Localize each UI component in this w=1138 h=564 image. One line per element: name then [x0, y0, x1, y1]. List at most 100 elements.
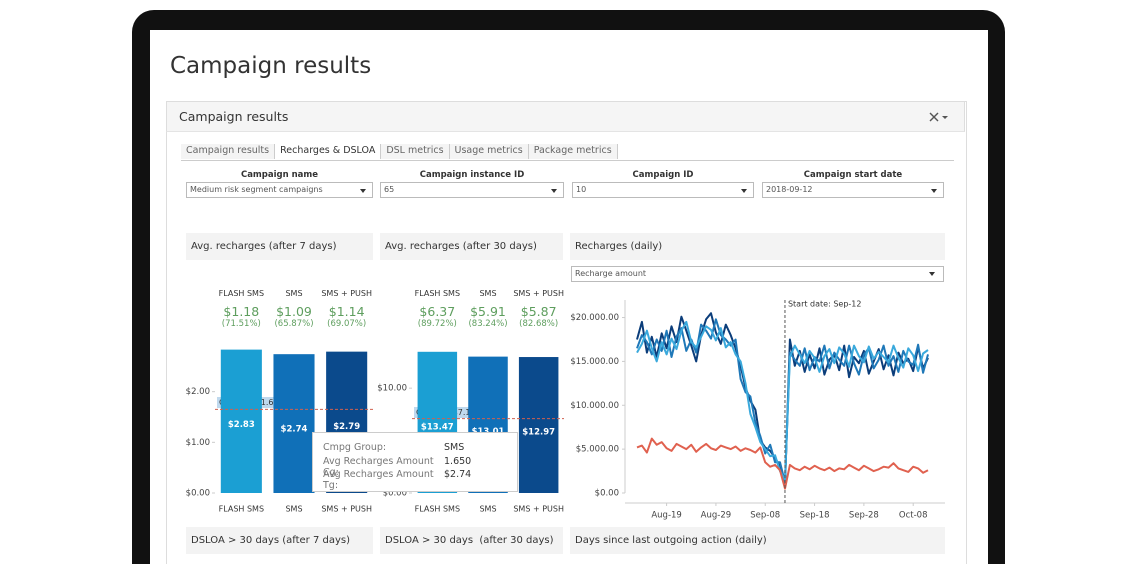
series-line	[636, 320, 929, 481]
bar-value-label: $2.74	[281, 425, 308, 435]
tooltip-key: Cmpg Group:	[323, 442, 387, 453]
filter-caret	[931, 189, 937, 193]
y-tick-label: $0.00	[383, 489, 407, 499]
tooltip-row: Avg Recharges Amount Tg: $2.74	[313, 469, 517, 491]
series-line	[636, 312, 929, 487]
x-tick-label: Sep-18	[800, 511, 830, 521]
tooltip: Cmpg Group: SMS Avg Recharges Amount Cg: 1.…	[312, 432, 518, 492]
group-value: $1.18	[223, 304, 260, 319]
y-tick-label: $0.00	[595, 489, 619, 499]
bar-value-label: $2.83	[228, 420, 255, 430]
x-tick-label: SMS	[285, 505, 302, 514]
x-tick-label: SMS + PUSH	[321, 505, 372, 514]
tooltip-key: Avg Recharges Amount Cg:	[323, 455, 434, 478]
tooltip-value: SMS	[444, 442, 465, 453]
group-share: (69.07%)	[327, 319, 367, 329]
measure-select[interactable]: Recharge amount	[571, 266, 944, 282]
x-tick-label: SMS	[479, 505, 496, 514]
tooltip-key: Avg Recharges Amount Tg:	[323, 469, 434, 491]
section-title: Avg. recharges (after 30 days)	[380, 233, 563, 260]
tab-bar: Campaign results Recharges & DSLOA DSL met…	[181, 144, 954, 161]
filter-caret	[551, 189, 557, 193]
group-value: $6.37	[419, 304, 456, 319]
filter-caret	[741, 189, 747, 193]
group-label: FLASH SMS	[414, 289, 461, 298]
panel-menu-icon[interactable]	[928, 111, 950, 123]
y-tick-label: $5.000.00	[576, 445, 619, 455]
caret-shape	[931, 189, 937, 193]
group-value: $1.09	[276, 304, 312, 319]
filter-label: Campaign name	[240, 170, 319, 180]
filter-label: Campaign start date	[803, 170, 903, 180]
y-tick-label: $2.00	[186, 387, 210, 397]
group-value: $5.87	[520, 304, 557, 319]
tab[interactable]: Usage metrics	[449, 144, 529, 159]
series-line	[636, 318, 929, 484]
section-title: Recharges (daily)	[570, 233, 945, 260]
filter-label: Campaign ID	[632, 170, 694, 180]
group-share: (71.51%)	[221, 319, 261, 329]
y-tick-label: $1.00	[186, 438, 210, 448]
y-tick-label: $15.000.00	[570, 357, 619, 367]
bar-value-label: $12.97	[522, 428, 555, 438]
group-label: FLASH SMS	[218, 289, 265, 298]
tab[interactable]: Campaign results	[181, 144, 276, 159]
tooltip-row: Avg Recharges Amount Cg: 1.650	[313, 455, 517, 478]
group-share: (65.87%)	[274, 319, 314, 329]
panel-title: Campaign results	[179, 109, 289, 124]
x-tick-label: Sep-28	[849, 511, 879, 521]
section-title: DSLOA > 30 days (after 30 days)	[380, 527, 563, 554]
start-annotation: Start date: Sep-12	[788, 300, 862, 309]
bar	[518, 357, 559, 493]
tab[interactable]: DSL metrics	[381, 144, 450, 159]
bar-value-label: $2.79	[333, 422, 360, 432]
section-title: DSLOA > 30 days (after 7 days)	[186, 527, 373, 554]
tooltip-value: $2.74	[444, 469, 472, 480]
section-title: Avg. recharges (after 7 days)	[186, 233, 373, 260]
y-tick-label: $10.00	[377, 384, 407, 394]
filter-select[interactable]: Medium risk segment campaigns	[186, 182, 373, 198]
caret-shape	[551, 189, 557, 193]
x-tick-label: Aug-29	[701, 511, 731, 521]
measure-caret	[929, 272, 935, 276]
x-tick-label: Oct-08	[899, 511, 928, 521]
group-label: SMS + PUSH	[513, 289, 564, 298]
x-tick-label: Sep-08	[750, 511, 780, 521]
x-tick-label: Aug-19	[651, 511, 681, 521]
group-label: SMS	[285, 289, 303, 298]
group-label: SMS + PUSH	[321, 289, 372, 298]
tab[interactable]: Recharges & DSLOA	[275, 144, 382, 159]
filter-select[interactable]: 2018-09-12	[762, 182, 944, 198]
bar	[220, 349, 262, 493]
group-label: SMS	[479, 289, 497, 298]
bar-value-label: $13.47	[421, 422, 454, 432]
tooltip-row: Cmpg Group: SMS	[313, 442, 517, 456]
filter-select[interactable]: 65	[380, 182, 564, 198]
group-value: $1.14	[328, 304, 365, 319]
caret-shape	[360, 189, 366, 193]
filter-caret	[360, 189, 366, 193]
page-title: Campaign results	[170, 53, 372, 79]
filter-select[interactable]: 10	[572, 182, 754, 198]
section-title: Days since last outgoing action (daily)	[570, 527, 945, 554]
panel-header	[166, 101, 965, 132]
x-tick-label: FLASH SMS	[415, 505, 460, 514]
y-tick-label: $10.000.00	[570, 401, 619, 411]
x-tick-label: FLASH SMS	[219, 505, 264, 514]
bar	[273, 354, 315, 493]
tab[interactable]: Package metrics	[528, 144, 618, 159]
y-tick-label: $20.000.00	[570, 313, 619, 323]
series-line	[636, 437, 929, 490]
group-share: (89.72%)	[417, 319, 457, 329]
group-share: (83.24%)	[468, 319, 508, 329]
caret-shape	[741, 189, 747, 193]
tooltip-value: 1.650	[444, 455, 472, 467]
group-share: (82.68%)	[519, 319, 559, 329]
caret-shape	[929, 272, 935, 276]
x-tick-label: SMS + PUSH	[513, 505, 564, 514]
group-value: $5.91	[470, 304, 506, 319]
filter-label: Campaign instance ID	[419, 170, 525, 180]
y-tick-label: $0.00	[186, 489, 210, 499]
